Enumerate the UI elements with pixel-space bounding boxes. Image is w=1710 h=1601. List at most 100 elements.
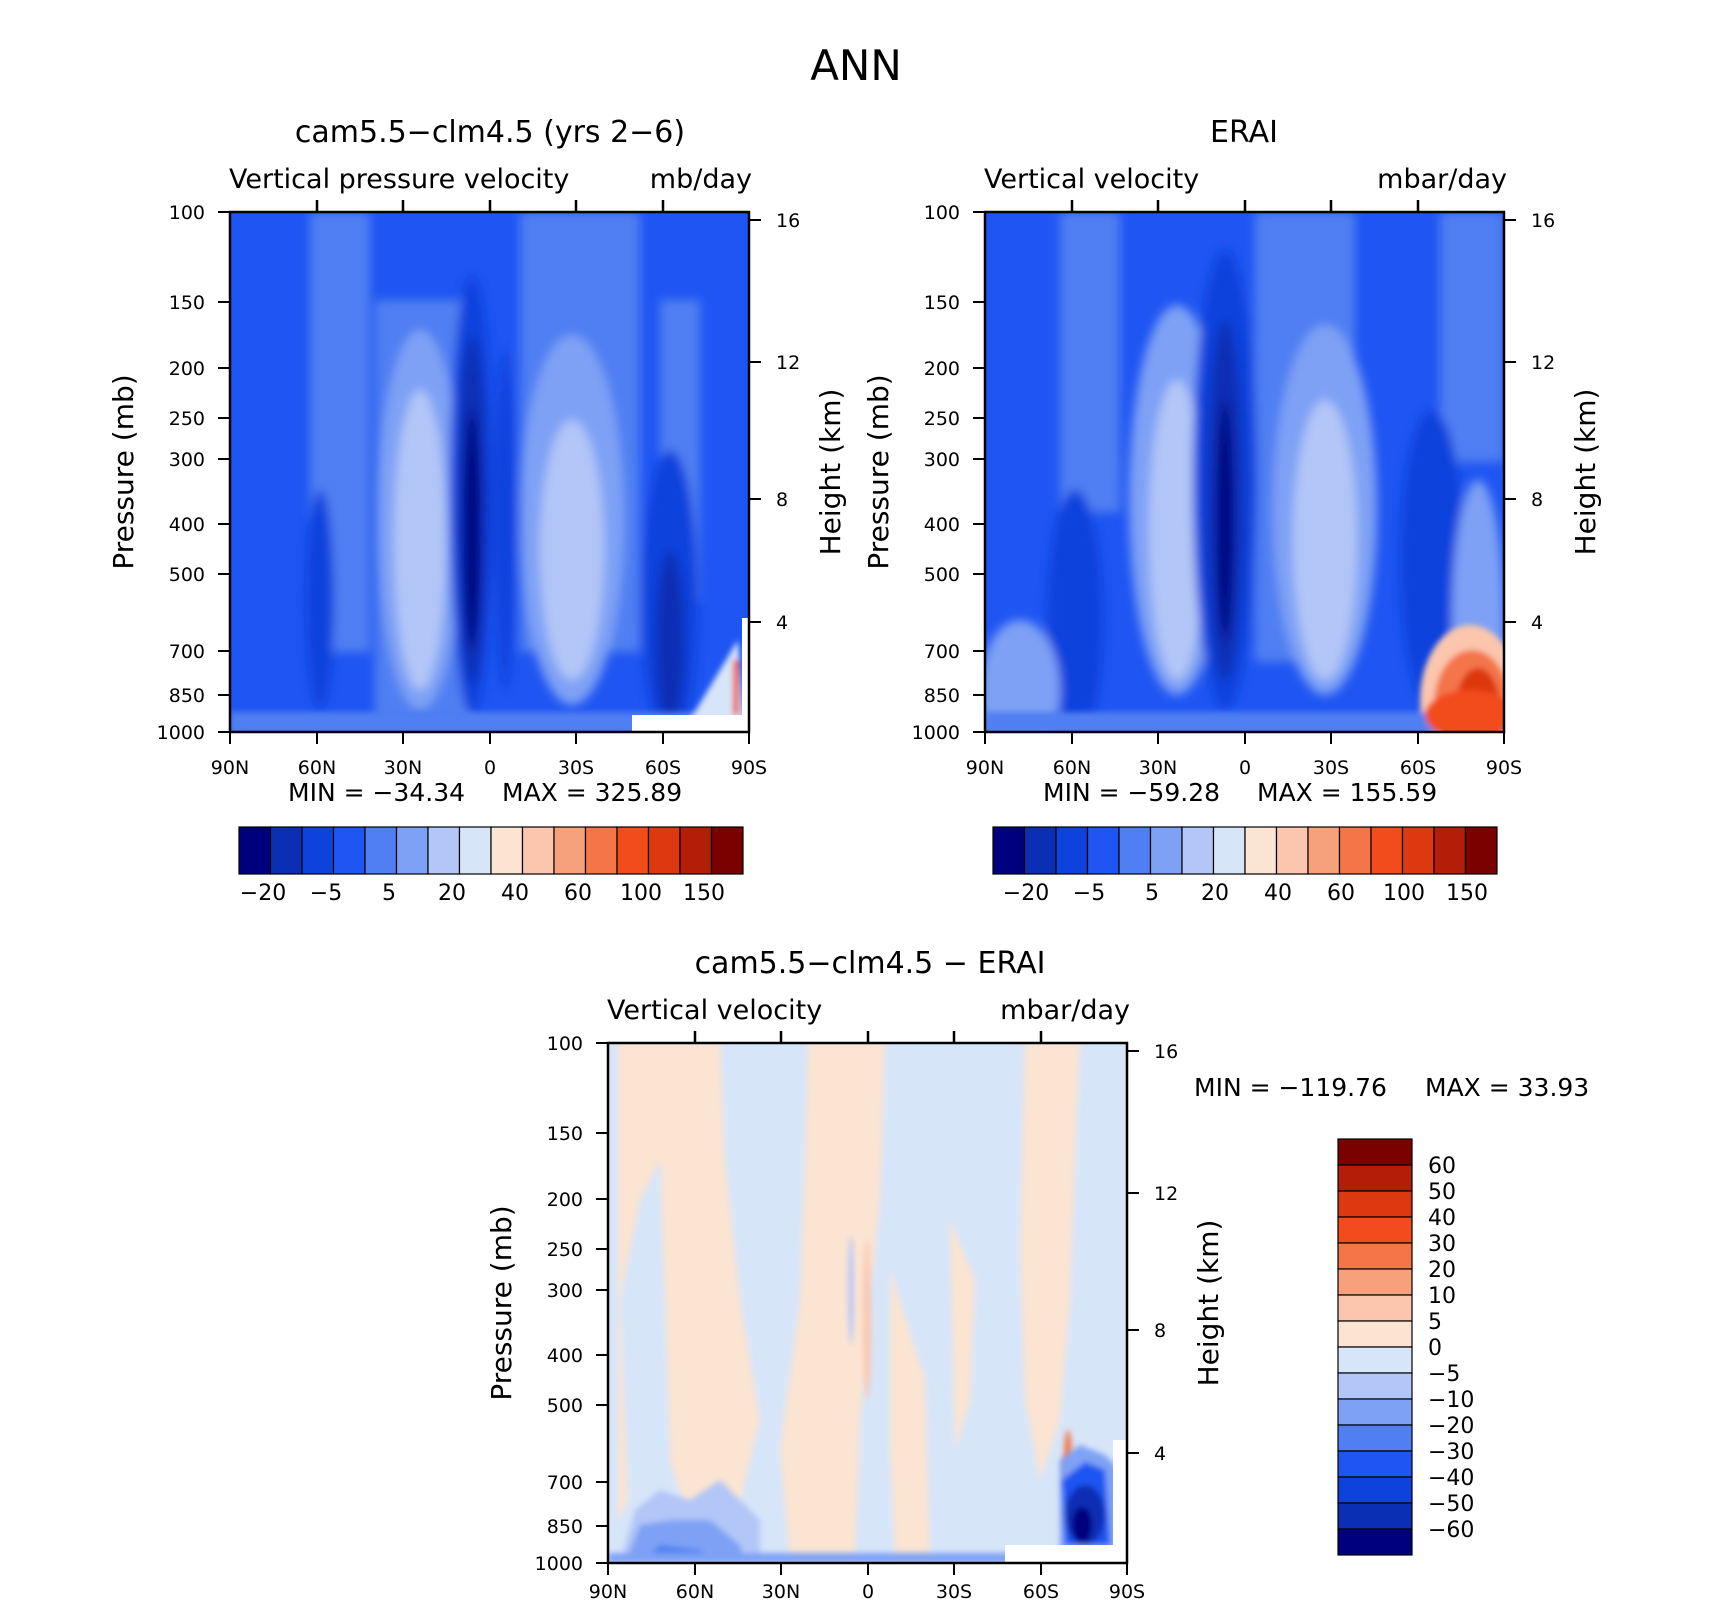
x-tick-label: 90S [731,757,767,779]
colorbar-label: −10 [1428,1388,1474,1413]
y-tick-label-right: 4 [1154,1443,1166,1465]
field-band [306,490,334,710]
panel-subtitle-left: Vertical velocity [984,164,1199,195]
colorbar-box [616,826,650,875]
x-ticks [607,1563,1128,1575]
colorbar-box [992,826,1026,875]
field-band [495,350,515,690]
colorbar-label: 20 [1201,881,1229,906]
field-band [950,1220,975,1450]
colorbar-box [332,826,366,875]
colorbar-label: 40 [501,881,529,906]
colorbar-box [1464,826,1498,875]
x-tick-label: 90N [211,757,249,779]
field-band [1149,380,1205,680]
x-tick-label: 0 [484,757,496,779]
panel-model: cam5.5−clm4.5 (yrs 2−6) Vertical pressur… [107,115,847,906]
colorbar-label: 5 [382,881,396,906]
field-band [780,1043,885,1560]
x-tick-label: 60N [1053,757,1091,779]
y-tick-label: 250 [547,1239,583,1261]
colorbar-label: −60 [1428,1518,1474,1543]
colorbar-label: 60 [1327,881,1355,906]
panel-subtitle-right: mbar/day [1377,164,1507,195]
x-tick-label: 60S [645,757,681,779]
y-tick-label: 850 [924,685,960,707]
max-value-label: MAX = 33.93 [1425,1073,1589,1102]
colorbar-label: 20 [1428,1258,1456,1283]
y-tick-label-right: 4 [1531,612,1543,634]
panel-subtitle-right: mb/day [650,164,752,195]
field-band [1047,490,1103,732]
y-axis-label: Pressure (mb) [862,374,895,569]
y-tick-label: 150 [169,292,205,314]
colorbar-label: 30 [1428,1232,1456,1257]
y-tick-label: 200 [924,358,960,380]
colorbar-label: 40 [1264,881,1292,906]
x-tick-label: 30N [384,757,422,779]
panel-subtitle-right: mbar/day [1000,995,1130,1026]
colorbar-box [1370,826,1404,875]
panel-title: cam5.5−clm4.5 (yrs 2−6) [295,115,685,150]
y-tick-label: 850 [169,685,205,707]
x-ticks [984,732,1505,744]
colorbar-box [1337,1424,1413,1452]
field-band [394,390,446,690]
colorbar-box [1337,1138,1413,1166]
y-ticks-left [596,1042,608,1564]
y-tick-label-right: 16 [776,210,800,232]
panel-title: ERAI [1210,115,1278,150]
y-tick-label: 500 [547,1395,583,1417]
y-tick-label: 1000 [912,722,960,744]
x-tick-label: 30S [1313,757,1349,779]
y-tick-label: 100 [547,1033,583,1055]
field-band [230,712,749,732]
y-tick-label: 150 [547,1123,583,1145]
field-band [618,1043,665,1520]
colorbar-box [1401,826,1435,875]
colorbar-label: 60 [564,881,592,906]
colorbar-label: −40 [1428,1466,1474,1491]
colorbar-box [1337,1294,1413,1322]
colorbar-box [1181,826,1215,875]
field-band [1072,1507,1092,1543]
colorbar-label: −50 [1428,1492,1474,1517]
y-tick-label: 400 [547,1345,583,1367]
colorbar-box [1337,1320,1413,1348]
y-ticks-right [749,219,761,623]
colorbar-box [647,826,681,875]
colorbar-label: 150 [683,881,725,906]
missing-data-area [742,618,749,732]
x-tick-label: 30S [558,757,594,779]
colorbar-box [490,826,524,875]
y-tick-label: 700 [547,1472,583,1494]
colorbar-label: −30 [1428,1440,1474,1465]
y-ticks-right [1504,219,1516,623]
colorbar-label: 5 [1145,881,1159,906]
y-tick-label: 300 [169,449,205,471]
top-ticks [693,1031,1043,1043]
top-ticks [1070,200,1420,212]
x-tick-label: 0 [1239,757,1251,779]
y-tick-label-right: 12 [1154,1183,1178,1205]
field-band [985,620,1060,732]
x-tick-label: 60N [676,1581,714,1601]
colorbar-label: −20 [1003,881,1049,906]
colorbar-box [364,826,398,875]
colorbar-box [1118,826,1152,875]
y-tick-label: 700 [169,641,205,663]
y-tick-label: 700 [924,641,960,663]
colorbar-box [1337,1502,1413,1530]
colorbar-box [1275,826,1309,875]
field-band [863,1240,871,1400]
field-band [1020,1043,1080,1480]
y-tick-label-right: 8 [776,489,788,511]
colorbar-box [521,826,555,875]
colorbar-box [1337,1528,1413,1556]
colorbar-box [269,826,303,875]
field-band [656,550,684,730]
colorbar-box [1086,826,1120,875]
y-ticks-left [218,211,230,733]
y-ticks-left [973,211,985,733]
missing-data-area [1113,1440,1127,1563]
